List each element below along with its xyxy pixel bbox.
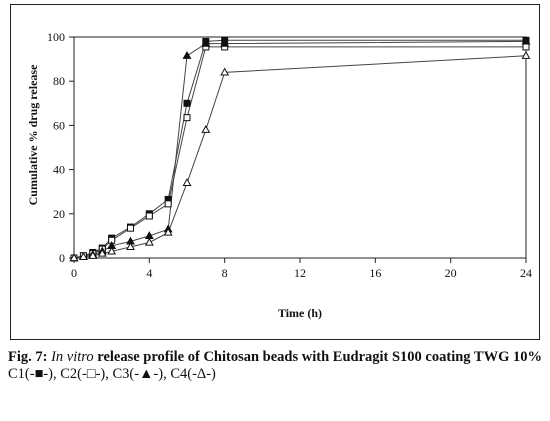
caption-figure-label: Fig. 7:: [8, 349, 52, 365]
data-point-c4: [69, 253, 79, 262]
data-point-c4: [144, 237, 154, 246]
data-point-c4: [182, 178, 192, 186]
data-point-c2: [145, 212, 153, 220]
data-point-c4: [78, 252, 88, 260]
data-point-c4: [201, 125, 211, 133]
data-point-c2: [183, 114, 191, 122]
data-point-c3: [201, 38, 211, 47]
data-point-c1: [183, 99, 191, 107]
x-tick-label: 12: [294, 266, 306, 280]
data-point-c4: [97, 248, 107, 257]
data-point-c4: [163, 227, 173, 236]
series-line-c1: [73, 39, 526, 259]
figure-caption: Fig. 7: In vitro release profile of Chit…: [8, 349, 548, 383]
data-point-c4: [88, 250, 98, 259]
data-point-c4: [521, 50, 531, 59]
caption-legend-line: C1(-■-), C2(-□-), C3(-▲-), C4(-Δ-): [8, 366, 216, 382]
plot-frame: [73, 36, 527, 259]
y-tick-label: 100: [47, 30, 65, 44]
data-point-c2: [522, 43, 530, 51]
data-point-c4: [220, 67, 230, 76]
x-tick-label: 24: [520, 266, 532, 280]
x-axis-label: Time (h): [278, 306, 322, 320]
series-line-c2: [73, 46, 526, 259]
y-tick-label: 80: [53, 74, 65, 88]
caption-text: release profile of Chitosan beads with E…: [93, 349, 542, 365]
data-point-c3: [220, 38, 230, 47]
x-tick-label: 20: [445, 266, 457, 280]
data-point-c2: [164, 200, 172, 208]
x-tick-label: 4: [146, 266, 152, 280]
y-axis-label: Cumulative % drug release: [26, 64, 40, 205]
data-point-c2: [127, 224, 134, 232]
x-tick-label: 16: [369, 266, 381, 280]
y-tick-label: 20: [53, 207, 65, 221]
data-point-c3: [521, 36, 531, 45]
data-point-c3: [182, 50, 192, 59]
x-tick-label: 0: [71, 266, 77, 280]
y-tick-label: 60: [53, 118, 65, 132]
data-point-c4: [107, 246, 117, 255]
series-line-c3: [73, 40, 527, 259]
figure-frame: Cumulative % drug release Time (h) 0 4 8 12…: [10, 4, 540, 340]
x-tick-label: 8: [222, 266, 228, 280]
y-tick-label: 40: [53, 163, 65, 177]
data-point-c4: [126, 242, 135, 251]
y-tick-label: 0: [59, 251, 65, 265]
caption-italic-text: In vitro: [51, 349, 94, 365]
release-profile-chart: Cumulative % drug release Time (h) 0 4 8 12…: [26, 30, 532, 320]
series-line-c4: [73, 55, 527, 259]
plot-area: 0 4 8 12 16 20 24 0 20 40 60 80 100: [47, 30, 532, 280]
